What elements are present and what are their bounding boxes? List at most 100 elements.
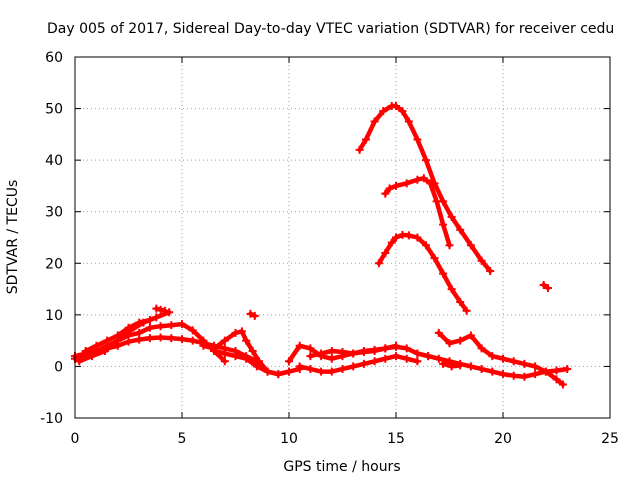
series-sat-d	[81, 316, 154, 355]
data-point	[466, 331, 475, 340]
data-point	[255, 357, 264, 366]
data-point	[404, 231, 413, 240]
y-axis-label: SDTVAR / TECUs	[5, 180, 21, 295]
data-point	[167, 321, 176, 330]
y-tick-label: 0	[54, 359, 63, 375]
data-point	[402, 354, 411, 363]
data-point	[426, 179, 435, 188]
data-point	[248, 346, 257, 355]
data-point	[349, 349, 358, 358]
data-point	[362, 135, 371, 144]
data-point	[404, 117, 413, 126]
data-point	[439, 220, 448, 229]
data-point	[477, 256, 486, 265]
data-point	[220, 349, 229, 358]
series-sat-q	[439, 359, 465, 371]
y-tick-label: 50	[45, 102, 63, 118]
data-point	[488, 352, 497, 361]
data-point	[402, 344, 411, 353]
y-tick-label: 40	[45, 153, 63, 169]
data-point	[220, 336, 229, 345]
x-tick-label: 10	[280, 431, 298, 447]
y-tick-label: -10	[40, 411, 63, 427]
data-point	[327, 354, 336, 363]
series-sat-n	[381, 174, 454, 250]
data-point	[349, 362, 358, 371]
series-sat-p	[434, 328, 567, 389]
data-point	[421, 156, 430, 165]
data-point	[295, 341, 304, 350]
data-point	[558, 380, 567, 389]
data-point	[338, 365, 347, 374]
data-point	[370, 357, 379, 366]
data-point	[447, 212, 456, 221]
data-point	[178, 320, 186, 329]
data-point	[531, 362, 540, 371]
data-point	[242, 354, 251, 363]
data-point	[462, 306, 471, 315]
data-point	[439, 359, 448, 368]
data-point	[447, 285, 456, 294]
data-point	[520, 372, 529, 381]
data-point	[152, 304, 161, 313]
data-point	[338, 347, 347, 356]
data-point	[156, 305, 165, 314]
y-tick-label: 60	[45, 50, 63, 66]
data-point	[509, 357, 518, 366]
data-point	[317, 349, 326, 358]
data-point	[306, 344, 315, 353]
data-point	[392, 352, 400, 361]
data-point	[124, 323, 133, 332]
data-point	[231, 328, 240, 337]
data-point	[103, 336, 112, 345]
data-point	[456, 225, 465, 234]
data-point	[488, 367, 497, 376]
data-point	[263, 367, 272, 376]
data-point	[81, 346, 90, 355]
data-point	[135, 335, 144, 344]
data-point	[167, 334, 176, 343]
data-point	[100, 346, 109, 355]
data-point	[466, 362, 475, 371]
data-point	[466, 241, 475, 250]
chart-title: Day 005 of 2017, Sidereal Day-to-day VTE…	[47, 21, 614, 37]
data-point	[477, 365, 486, 374]
series-sat-k	[306, 341, 400, 361]
data-point	[413, 357, 422, 366]
data-point	[152, 313, 161, 322]
data-point	[456, 336, 465, 345]
data-point	[392, 341, 400, 350]
data-point	[398, 107, 407, 116]
data-point	[306, 365, 315, 374]
data-point	[178, 335, 186, 344]
series-sat-h	[246, 309, 259, 320]
data-point	[381, 189, 390, 198]
data-point	[370, 345, 379, 354]
data-point	[135, 318, 144, 327]
data-point	[188, 336, 197, 345]
data-point	[552, 375, 561, 384]
data-point	[124, 337, 133, 346]
data-point	[424, 352, 433, 361]
data-point	[520, 359, 529, 368]
x-axis-label: GPS time / hours	[283, 459, 400, 475]
data-point	[370, 117, 379, 126]
data-point	[447, 362, 456, 371]
data-point	[432, 197, 441, 206]
data-point	[456, 297, 465, 306]
data-point	[543, 284, 552, 293]
data-point	[317, 367, 326, 376]
data-point	[246, 309, 255, 318]
data-point	[381, 344, 390, 353]
data-point	[379, 107, 388, 116]
data-point	[385, 184, 394, 193]
data-point	[539, 280, 548, 289]
data-point	[242, 336, 251, 345]
data-point	[327, 346, 336, 355]
data-point	[477, 344, 486, 353]
data-point	[381, 248, 390, 257]
data-point	[199, 341, 208, 350]
x-axis: 0 5 10 15 20 25	[71, 57, 619, 447]
data-point	[252, 362, 261, 371]
data-point	[392, 101, 400, 110]
